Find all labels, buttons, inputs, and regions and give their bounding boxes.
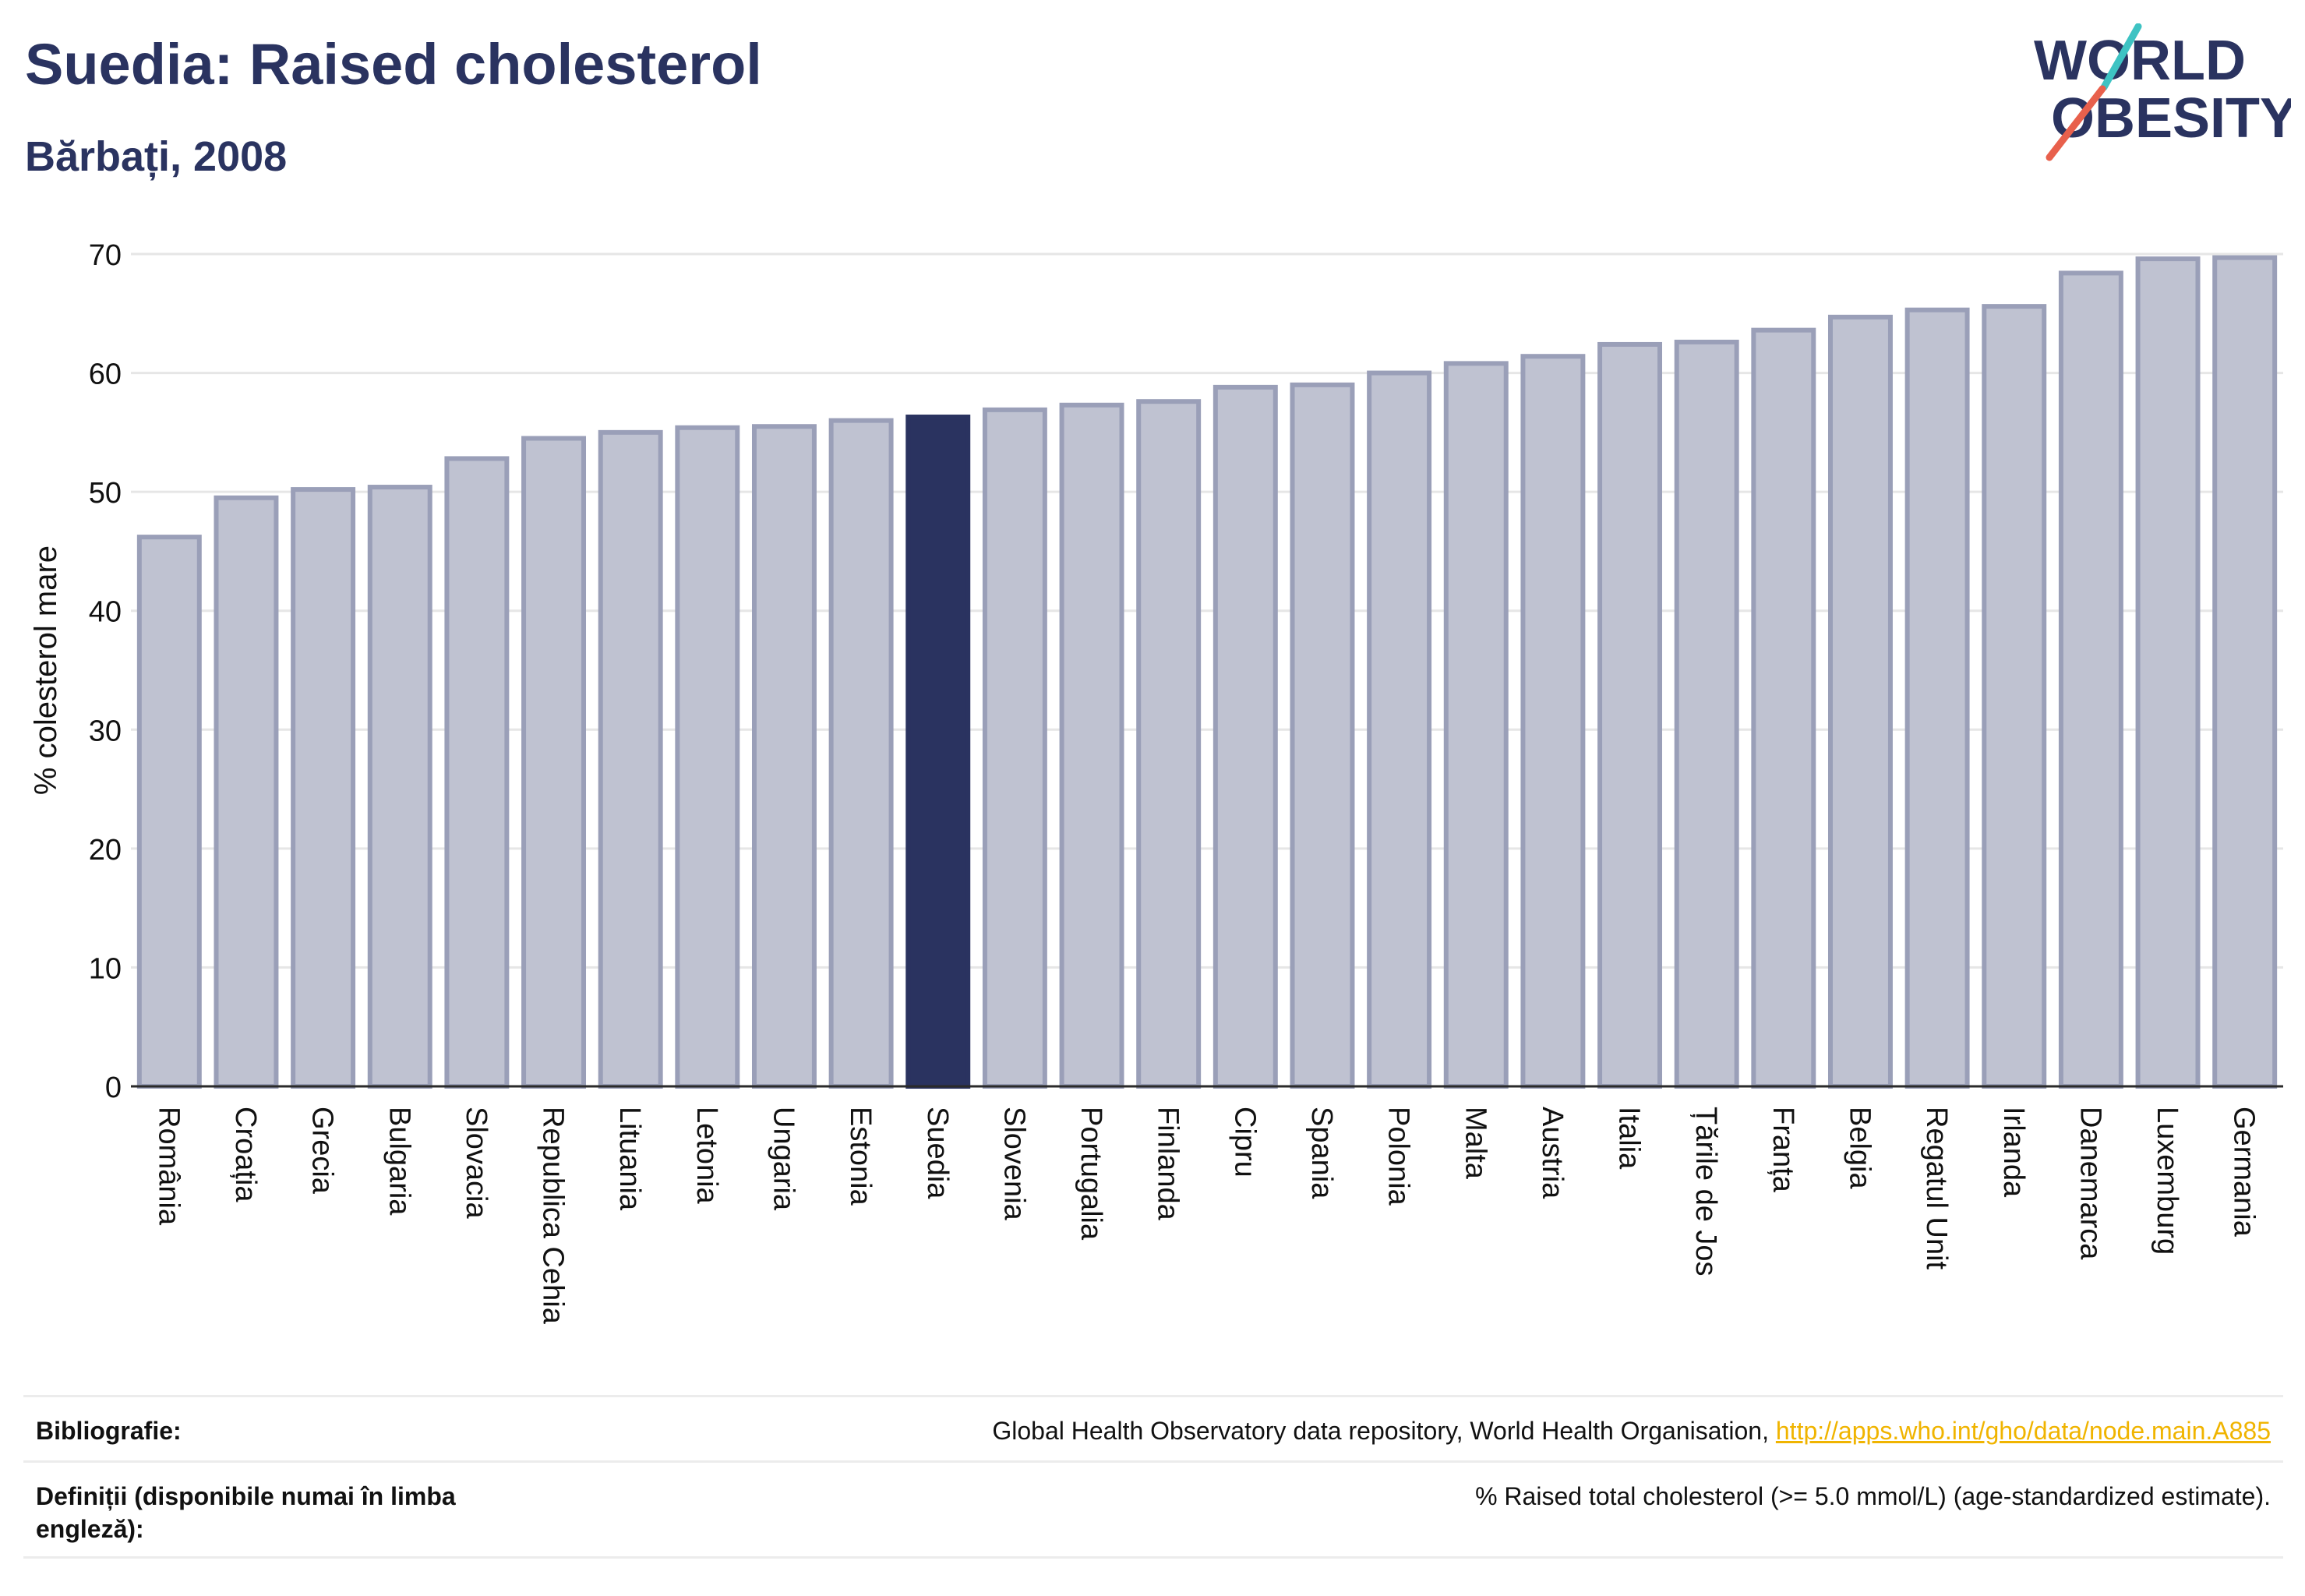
x-tick-label: Spania — [1305, 1107, 1338, 1199]
x-tick-label: Țările de Jos — [1689, 1107, 1722, 1276]
bar — [1290, 382, 1355, 1089]
bar — [751, 424, 817, 1089]
bar — [1443, 361, 1509, 1089]
bar — [982, 407, 1047, 1089]
definitions-label: Definiții (disponibile numai în limba en… — [36, 1482, 456, 1543]
bar — [675, 425, 740, 1089]
bar — [444, 456, 510, 1089]
y-tick-label: 60 — [89, 358, 122, 391]
bar — [1674, 339, 1739, 1089]
y-tick-label: 0 — [105, 1072, 122, 1104]
y-tick-label: 20 — [89, 834, 122, 867]
bar — [1751, 327, 1816, 1089]
logo-word-obesity: OBESITY — [2051, 87, 2291, 150]
x-tick-label: Grecia — [306, 1107, 339, 1195]
x-tick-label: Franța — [1767, 1107, 1799, 1193]
logo-word-world: WORLD — [2034, 30, 2246, 92]
world-obesity-logo: WORLD OBESITY — [2034, 23, 2291, 161]
x-tick-label: Suedia — [921, 1107, 954, 1199]
x-tick-label: Malta — [1459, 1107, 1491, 1180]
y-tick-label: 10 — [89, 952, 122, 985]
y-tick-label: 50 — [89, 477, 122, 510]
logo-slash-teal — [2100, 23, 2142, 91]
x-ticks-layer: România Croația Grecia Bulgaria Slovacia Repu… — [152, 1107, 2260, 1325]
bar — [1982, 304, 2047, 1089]
x-tick-label: Estonia — [844, 1107, 877, 1206]
bar — [1520, 354, 1586, 1089]
bibliography-row: Bibliografie: Global Health Observatory … — [23, 1395, 2283, 1460]
bar — [2212, 255, 2278, 1089]
bibliography-label: Bibliografie: — [36, 1417, 182, 1445]
x-tick-label: Letonia — [690, 1107, 723, 1205]
chart-subtitle: Bărbați, 2008 — [25, 133, 288, 180]
y-ticks-layer: 0 10 20 30 40 50 60 70 — [89, 239, 122, 1104]
footer-table: Bibliografie: Global Health Observatory … — [23, 1395, 2283, 1559]
x-tick-label: Austria — [1536, 1107, 1569, 1199]
bars-layer — [136, 255, 2278, 1089]
x-tick-label: Croația — [229, 1107, 262, 1202]
x-tick-label: Slovacia — [460, 1107, 492, 1219]
bar — [905, 415, 971, 1089]
x-tick-label: Republica Cehia — [537, 1107, 570, 1325]
x-tick-label: Cipru — [1228, 1107, 1261, 1178]
x-tick-label: Irlanda — [1997, 1107, 2030, 1198]
x-tick-label: Polonia — [1382, 1107, 1415, 1206]
x-tick-label: Ungaria — [767, 1107, 800, 1211]
bar — [1904, 307, 1970, 1089]
bar — [598, 429, 663, 1089]
bar — [2135, 256, 2201, 1089]
y-tick-label: 70 — [89, 239, 122, 272]
y-tick-label: 40 — [89, 596, 122, 629]
x-tick-label: Danemarca — [2074, 1107, 2106, 1260]
y-tick-label: 30 — [89, 715, 122, 747]
bar — [1367, 370, 1432, 1089]
bar-chart: 0 10 20 30 40 50 60 70 România Croația Grecia Bulg… — [29, 239, 2283, 1325]
bar — [1059, 402, 1124, 1089]
x-tick-label: Portugalia — [1075, 1107, 1107, 1241]
x-tick-label: Lituania — [613, 1107, 646, 1211]
x-tick-label: Finlanda — [1152, 1107, 1184, 1221]
bibliography-text: Global Health Observatory data repositor… — [992, 1417, 1776, 1445]
bar — [2058, 270, 2123, 1089]
x-tick-label: Bulgaria — [383, 1107, 415, 1216]
bibliography-value: Global Health Observatory data repositor… — [992, 1414, 2271, 1447]
bibliography-link[interactable]: http://apps.who.int/gho/data/node.main.A… — [1775, 1417, 2271, 1445]
x-tick-label: Luxemburg — [2151, 1107, 2183, 1255]
y-axis-label: % colesterol mare — [29, 546, 63, 795]
x-tick-label: Regatul Unit — [1920, 1107, 1953, 1270]
logo-slash-red — [2046, 85, 2106, 161]
bar — [1136, 399, 1202, 1089]
bar — [521, 436, 587, 1089]
x-tick-label: Belgia — [1843, 1107, 1876, 1189]
definitions-value: % Raised total cholesterol (>= 5.0 mmol/… — [1475, 1482, 2271, 1510]
bar — [136, 535, 202, 1089]
bar — [1597, 341, 1663, 1089]
definitions-row: Definiții (disponibile numai în limba en… — [23, 1460, 2283, 1559]
bar — [1213, 384, 1278, 1089]
bar — [828, 418, 894, 1089]
bar — [367, 485, 432, 1089]
bar — [1827, 314, 1893, 1089]
bar — [291, 487, 356, 1089]
x-tick-label: România — [152, 1107, 185, 1226]
chart-title: Suedia: Raised cholesterol — [25, 32, 762, 97]
x-tick-label: Slovenia — [997, 1107, 1030, 1221]
x-tick-label: Italia — [1613, 1107, 1646, 1170]
bar — [214, 495, 279, 1089]
x-tick-label: Germania — [2228, 1107, 2261, 1238]
